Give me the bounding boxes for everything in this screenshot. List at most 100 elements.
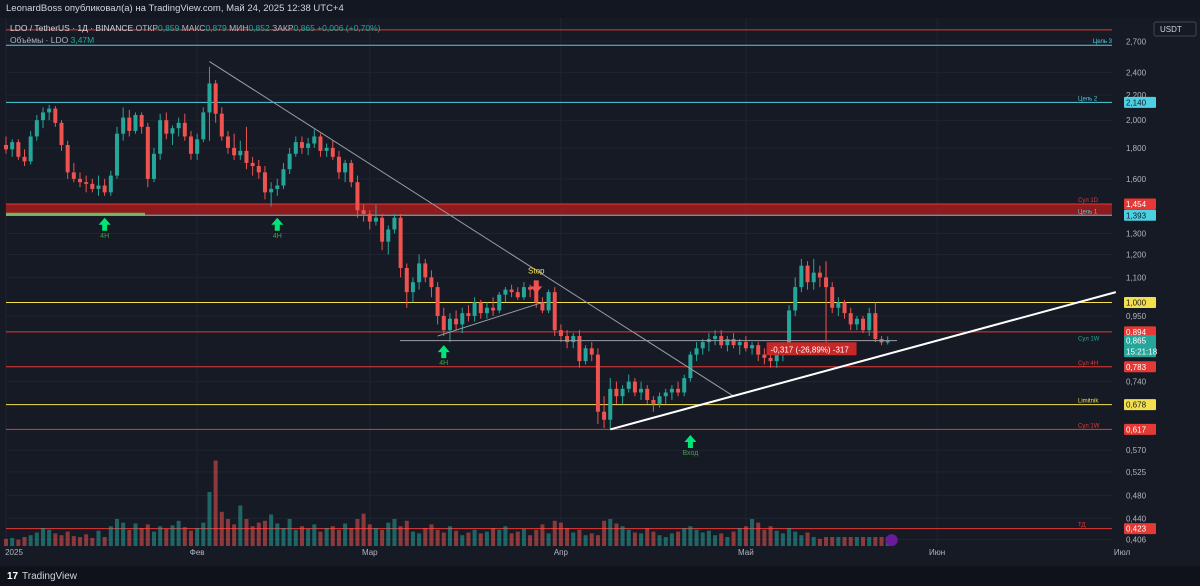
candle-body	[645, 388, 650, 401]
open-label: ОТКР	[135, 23, 159, 33]
change-value: +0,006 (+0,70%)	[317, 23, 381, 33]
candle-body	[28, 136, 33, 162]
candle-body	[885, 340, 890, 343]
volume-bar	[250, 526, 255, 546]
candle-body	[805, 265, 810, 283]
candle-body	[528, 287, 533, 290]
volume-bar	[614, 523, 619, 546]
volume-bar	[848, 537, 853, 546]
volume-bar	[620, 526, 625, 546]
candle-body	[441, 315, 446, 331]
candle-body	[466, 313, 471, 316]
volume-bar	[127, 529, 132, 546]
bolt-icon	[885, 534, 898, 547]
volume-bar	[552, 520, 557, 546]
grid	[5, 18, 1123, 546]
currency-button[interactable]	[1153, 21, 1197, 37]
volume-bar	[466, 532, 471, 546]
candle-body	[16, 142, 21, 157]
price-badge-label: 0,865	[1126, 337, 1147, 346]
candle-body	[121, 117, 126, 134]
candle-body	[750, 345, 755, 349]
candle-body	[355, 182, 360, 211]
volume-bar	[262, 520, 267, 546]
level-label: ТД	[1078, 523, 1086, 529]
volume-bar	[114, 519, 119, 546]
volume-bar	[768, 526, 773, 546]
volume-bar	[657, 535, 662, 546]
high-value: 0,879	[205, 23, 227, 33]
candle-body	[725, 339, 730, 346]
volume-bar	[4, 538, 8, 546]
volume-bar	[361, 513, 366, 546]
candle-body	[232, 147, 237, 156]
low-value: 0,852	[248, 23, 270, 33]
volume-bar	[787, 528, 792, 546]
volume-bar	[182, 527, 187, 546]
volume-bar	[164, 528, 169, 546]
candle-body	[151, 153, 156, 179]
volume-bar	[435, 529, 440, 546]
candle-body	[669, 388, 674, 393]
time-tick: Фев	[190, 548, 205, 557]
level-label: Цель 1	[1078, 209, 1098, 215]
candle-body	[503, 289, 508, 295]
candle-body	[743, 342, 748, 349]
volume-bar	[299, 526, 304, 546]
volume-bar	[281, 528, 286, 546]
brand-name[interactable]: TradingView	[22, 571, 78, 582]
resistance-zone	[6, 204, 1112, 216]
volume-bar	[626, 529, 631, 546]
candle-body	[275, 185, 280, 189]
volume-bar	[16, 539, 21, 546]
volume-bar	[774, 530, 779, 546]
volume-bar	[515, 531, 520, 546]
volume-bar	[540, 524, 545, 546]
candle-body	[244, 150, 249, 163]
volume-bar	[343, 523, 348, 546]
volume-bar	[497, 529, 502, 546]
candle-body	[713, 336, 718, 340]
volume-bar	[306, 528, 311, 546]
candle-body	[521, 287, 526, 298]
volume-bar	[293, 529, 298, 546]
candles	[4, 66, 890, 430]
arrow-up-icon	[98, 217, 111, 231]
level-label: Цель 2	[1078, 96, 1098, 102]
tradingview-logo-icon[interactable]: 17	[7, 571, 19, 582]
volume-bar	[318, 531, 323, 546]
volume-bar	[65, 531, 70, 546]
volume-bar	[139, 528, 144, 546]
price-badge	[1124, 335, 1156, 358]
volume-bar	[861, 537, 866, 546]
volume-bar	[238, 505, 243, 546]
price-tick: 2,700	[1126, 37, 1147, 46]
volume-bar	[34, 532, 39, 546]
candle-body	[848, 313, 853, 325]
volume-bar	[441, 532, 446, 546]
candle-body	[534, 289, 539, 303]
axis-panel	[1118, 18, 1200, 566]
symbol[interactable]: LDO / TetherUS · 1Д · BINANCE	[10, 23, 134, 33]
volume-bar	[873, 537, 878, 546]
volume-bar	[145, 524, 150, 546]
volume-bar	[423, 528, 428, 546]
volume-bar	[867, 537, 872, 546]
candle-body	[478, 302, 483, 314]
volume-bar	[639, 533, 644, 546]
volume-bar	[472, 529, 477, 546]
price-tick: 1,800	[1126, 144, 1147, 153]
candle-body	[195, 139, 200, 154]
price-tick: 1,200	[1126, 251, 1147, 260]
price-tick: 2,000	[1126, 116, 1147, 125]
open-value: 0,859	[158, 23, 180, 33]
candle-body	[639, 388, 644, 393]
volume-value: 3,47M	[70, 35, 95, 45]
volume-bar	[460, 535, 465, 546]
candle-body	[336, 156, 341, 173]
volume-bar	[817, 538, 822, 546]
candle-body	[614, 388, 619, 397]
volume-bar	[756, 522, 761, 546]
volume-bar	[762, 529, 767, 546]
